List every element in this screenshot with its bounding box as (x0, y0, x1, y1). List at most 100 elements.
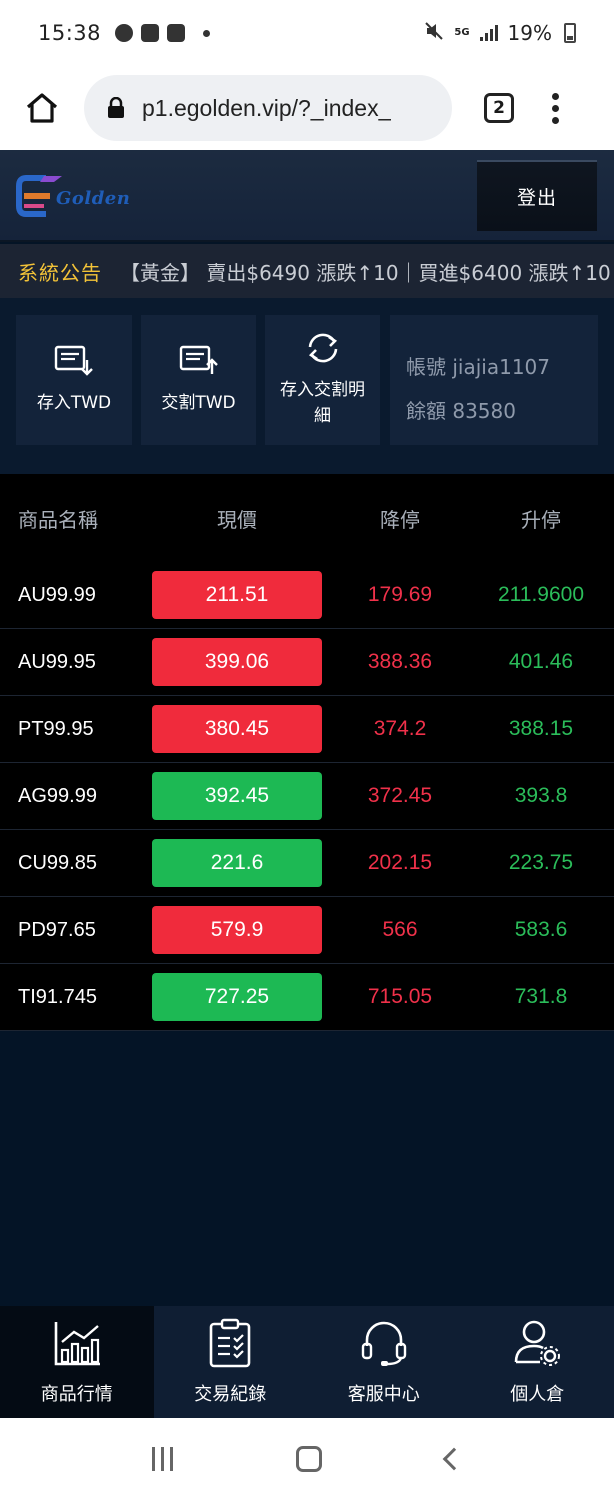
battery-percent: 19% (507, 21, 552, 45)
address-bar[interactable]: p1.egolden.vip/?_index_ (84, 75, 452, 141)
product-name: AU99.95 (18, 650, 96, 673)
limit-down-value: 179.69 (367, 583, 433, 606)
deposit-twd-label: 存入TWD (36, 393, 112, 413)
current-price-badge: 211.51 (152, 571, 322, 619)
user-settings-icon (514, 1320, 561, 1366)
current-price-badge: 727.25 (152, 973, 322, 1021)
limit-up-value: 393.8 (514, 784, 568, 807)
product-name: PD97.65 (18, 918, 96, 941)
nav-market-quotes[interactable]: 商品行情 (0, 1306, 154, 1418)
table-row[interactable]: AG99.99 392.45 372.45 393.8 (0, 763, 614, 830)
limit-up-value: 223.75 (508, 851, 574, 874)
signal-icon (479, 25, 498, 41)
tab-switcher-button[interactable]: 2 (484, 93, 514, 123)
lock-icon (108, 97, 124, 118)
notification-icons (115, 24, 211, 42)
deposit-settlement-details-button[interactable]: 存入交割明細 (265, 315, 380, 445)
product-name: TI91.745 (18, 985, 97, 1008)
limit-up-value: 388.15 (508, 717, 574, 740)
current-price-badge: 579.9 (152, 906, 322, 954)
announcement-ticker: 系統公告 【黃金】 賣出$6490 漲跌↑10｜買進$6400 漲跌↑10 (0, 244, 614, 298)
table-row[interactable]: PD97.65 579.9 566 583.6 (0, 897, 614, 964)
current-price-badge: 221.6 (152, 839, 322, 887)
logout-button[interactable]: 登出 (477, 160, 597, 231)
nav-market-quotes-label: 商品行情 (40, 1384, 113, 1405)
url-text: p1.egolden.vip/?_index_ (142, 94, 392, 121)
account-balance: 餘額 83580 (406, 399, 516, 423)
quotes-table: 商品名稱 現價 降停 升停 AU99.99 211.51 179.69 211.960… (0, 474, 614, 1031)
more-menu-icon[interactable] (552, 92, 559, 124)
logo-text: Golden (56, 188, 131, 209)
headset-icon (361, 1321, 406, 1366)
deposit-settlement-details-label: 存入交割明細 (280, 380, 365, 426)
account-info-card: 帳號 jiajia1107 餘額 83580 (390, 315, 598, 445)
trading-app: Golden 登出 系統公告 【黃金】 賣出$6490 漲跌↑10｜買進$640… (0, 150, 614, 1418)
table-row[interactable]: AU99.95 399.06 388.36 401.46 (0, 629, 614, 696)
recents-icon[interactable] (151, 1447, 173, 1471)
deposit-icon (54, 345, 93, 376)
announcement-text: 【黃金】 賣出$6490 漲跌↑10｜買進$6400 漲跌↑10 (120, 260, 611, 285)
quick-actions-panel: 存入TWD 交割TWD 存入交割明細 帳號 jiajia1107 餘額 8358… (0, 298, 614, 474)
price-cell: 392.45 (152, 772, 322, 820)
header-current-price: 現價 (217, 507, 257, 532)
product-name: AG99.99 (18, 784, 97, 807)
settle-twd-button[interactable]: 交割TWD (141, 315, 256, 445)
refresh-icon (308, 333, 337, 363)
price-cell: 399.06 (152, 638, 322, 686)
network-type: 5G (454, 27, 470, 38)
price-cell: 579.9 (152, 906, 322, 954)
status-time: 15:38 (38, 21, 102, 45)
limit-up-value: 731.8 (514, 985, 568, 1008)
clipboard-icon (209, 1318, 251, 1368)
limit-down-value: 374.2 (373, 717, 427, 740)
price-cell: 727.25 (152, 973, 322, 1021)
nav-customer-service-label: 客服中心 (347, 1384, 420, 1405)
bottom-navigation: 商品行情 交易紀錄 客服中心 (0, 1306, 614, 1418)
account-id: 帳號 jiajia1107 (406, 355, 550, 379)
current-price-badge: 380.45 (152, 705, 322, 753)
bus-icon (167, 24, 186, 42)
price-cell: 211.51 (152, 571, 322, 619)
mute-icon (424, 21, 444, 46)
limit-up-value: 401.46 (508, 650, 574, 673)
table-header: 商品名稱 現價 降停 升停 (0, 474, 614, 562)
nav-trade-records[interactable]: 交易紀錄 (154, 1306, 308, 1418)
deposit-twd-button[interactable]: 存入TWD (16, 315, 132, 445)
settlement-icon (179, 345, 218, 374)
back-icon[interactable] (442, 1447, 466, 1471)
current-price-badge: 392.45 (152, 772, 322, 820)
app-header: Golden 登出 (0, 150, 614, 242)
limit-down-value: 715.05 (367, 985, 433, 1008)
dot-icon (203, 29, 211, 37)
header-limit-down: 降停 (380, 507, 420, 532)
announcement-label: 系統公告 (18, 260, 102, 285)
battery-icon (564, 23, 576, 43)
nav-personal-position-label: 個人倉 (510, 1384, 565, 1405)
limit-down-value: 566 (382, 918, 418, 941)
header-product-name: 商品名稱 (18, 507, 98, 532)
settle-twd-label: 交割TWD (161, 393, 236, 413)
nav-personal-position[interactable]: 個人倉 (461, 1306, 614, 1418)
product-name: CU99.85 (18, 851, 97, 874)
home-icon[interactable] (22, 88, 62, 128)
status-bar: 15:38 5G 19% (0, 0, 614, 66)
price-cell: 380.45 (152, 705, 322, 753)
table-row[interactable]: CU99.85 221.6 202.15 223.75 (0, 830, 614, 897)
line-icon (115, 24, 134, 42)
header-limit-up: 升停 (521, 507, 561, 532)
table-row[interactable]: AU99.99 211.51 179.69 211.9600 (0, 562, 614, 629)
chart-icon (54, 1322, 100, 1366)
price-cell: 221.6 (152, 839, 322, 887)
limit-up-value: 211.9600 (497, 583, 585, 606)
limit-down-value: 388.36 (367, 650, 433, 673)
system-home-icon[interactable] (296, 1446, 323, 1472)
nav-customer-service[interactable]: 客服中心 (307, 1306, 461, 1418)
table-row[interactable]: PT99.95 380.45 374.2 388.15 (0, 696, 614, 763)
egolden-logo[interactable]: Golden (16, 172, 142, 220)
system-navigation-bar (0, 1418, 614, 1500)
gallery-icon (141, 24, 160, 42)
limit-down-value: 372.45 (367, 784, 433, 807)
product-name: AU99.99 (18, 583, 96, 606)
nav-trade-records-label: 交易紀錄 (194, 1384, 267, 1405)
table-row[interactable]: TI91.745 727.25 715.05 731.8 (0, 964, 614, 1031)
